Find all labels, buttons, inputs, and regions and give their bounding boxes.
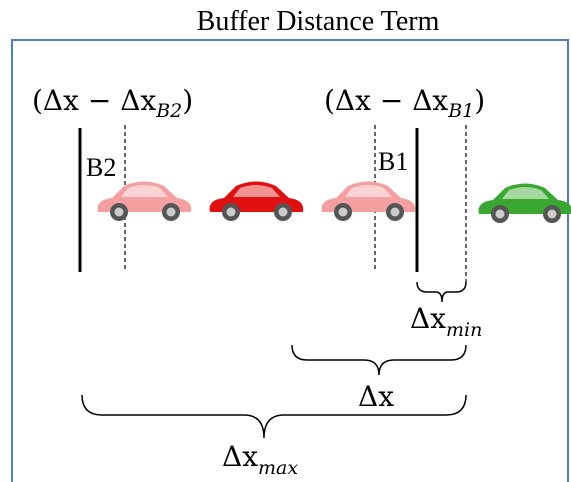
ghost-car xyxy=(321,181,416,221)
ego-car xyxy=(209,181,304,221)
brace xyxy=(81,394,467,439)
frame xyxy=(11,39,569,482)
distance-label: Δxmin xyxy=(410,302,482,341)
boundary-label: B1 xyxy=(378,147,408,176)
title: Buffer Distance Term xyxy=(197,6,440,37)
boundary-label: B2 xyxy=(86,153,116,182)
distance-label: Δx xyxy=(358,380,394,413)
buffer-label: (Δx − ΔxB2) xyxy=(32,84,193,122)
buffer-label: (Δx − ΔxB1) xyxy=(324,84,485,122)
brace xyxy=(291,344,467,376)
lead-car xyxy=(478,183,571,223)
distance-label: Δxmax xyxy=(222,440,298,479)
ghost-car xyxy=(97,181,192,221)
brace xyxy=(416,281,467,303)
